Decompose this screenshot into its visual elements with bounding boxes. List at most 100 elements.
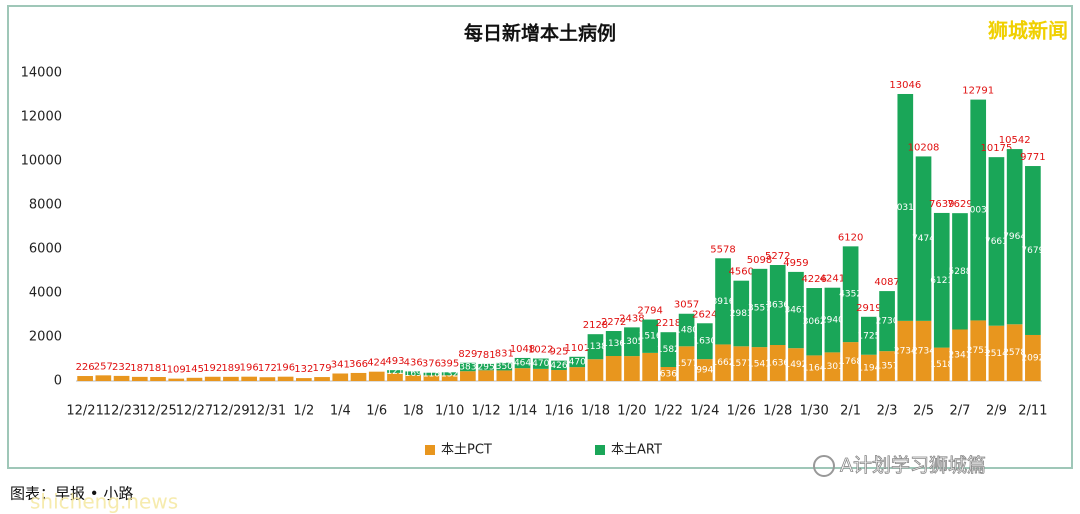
segment-label: 994 (696, 366, 713, 376)
segment-label: 295 (478, 363, 495, 373)
total-label: 1048 (510, 344, 535, 355)
segment-label: 3557 (748, 303, 771, 313)
segment-label: 118 (423, 370, 440, 380)
bar-segment (204, 376, 221, 381)
segment-label: 3467 (784, 306, 807, 316)
bar-segment (696, 323, 713, 360)
bar-segment (551, 360, 567, 371)
segment-label: 2730 (876, 317, 899, 327)
total-label: 257 (94, 361, 113, 372)
total-label: 7639 (929, 199, 954, 210)
total-label: 132 (294, 364, 313, 375)
total-label: 4560 (729, 267, 754, 278)
bar-segment (350, 372, 367, 381)
segment-label: 636 (660, 370, 677, 380)
x-tick-label: 1/26 (727, 404, 756, 419)
segment-label: 132 (441, 369, 458, 379)
total-label: 10175 (981, 143, 1013, 154)
bar-segment (879, 291, 895, 352)
bar-segment (605, 356, 622, 381)
y-tick-label: 6000 (29, 242, 62, 257)
bar-segment (897, 93, 914, 321)
x-tick-label: 1/24 (690, 404, 719, 419)
bar-segment (605, 331, 622, 357)
x-tick-label: 12/29 (212, 404, 249, 419)
total-label: 187 (130, 363, 149, 374)
x-tick-label: 1/28 (763, 404, 792, 419)
bar-segment (624, 356, 640, 381)
segment-label: 1138 (584, 342, 607, 352)
bar-segment (1025, 166, 1041, 335)
bar-segment (423, 375, 440, 381)
chart-title: 每日新增本土病例 (464, 22, 616, 45)
segment-label: 1582 (657, 345, 680, 355)
bar-segment (150, 377, 166, 381)
segment-label: 3636 (766, 301, 789, 311)
total-label: 189 (221, 363, 240, 374)
bar-segment (678, 346, 695, 381)
bar-segment (642, 319, 658, 353)
segment-label: 6121 (930, 276, 953, 286)
segment-label: 383 (459, 362, 476, 372)
bar-segment (587, 334, 604, 360)
bar-segment (441, 372, 458, 376)
bar-segment (295, 378, 312, 381)
segment-label: 1357 (876, 362, 899, 372)
segment-label: 426 (550, 361, 567, 371)
bar-segment (952, 329, 968, 381)
y-tick-label: 10000 (21, 154, 62, 169)
segment-label: 1577 (730, 359, 753, 369)
bar-segment (532, 358, 549, 369)
x-tick-label: 2/9 (986, 404, 1007, 419)
segment-label: 1518 (930, 360, 953, 370)
segment-label: 1492 (784, 360, 807, 370)
total-label: 145 (185, 364, 204, 375)
x-tick-label: 12/27 (176, 404, 213, 419)
segment-label: 1630 (693, 337, 716, 347)
bar-segment (532, 368, 549, 381)
bar-segment (478, 370, 494, 381)
x-tick-label: 12/25 (139, 404, 176, 419)
bar-segment (933, 212, 950, 348)
segment-label: 121 (386, 367, 403, 377)
bar-segment (1025, 334, 1041, 381)
y-tick-label: 14000 (21, 66, 62, 81)
bar-segment (988, 157, 1005, 326)
segment-label: 2983 (730, 309, 753, 319)
bar-segment (77, 376, 93, 381)
bar-segment (460, 362, 476, 372)
y-tick-label: 12000 (21, 110, 62, 125)
total-label: 493 (385, 356, 404, 367)
bar-segment (223, 376, 239, 381)
legend-label: 本土ART (611, 443, 662, 458)
total-label: 1022 (528, 345, 553, 356)
segment-label: 1768 (839, 357, 862, 367)
x-tick-label: 12/21 (66, 404, 103, 419)
bar-segment (1006, 149, 1023, 325)
y-tick-label: 2000 (29, 330, 62, 345)
total-label: 436 (404, 357, 423, 368)
bar-segment (769, 265, 786, 346)
bar-segment (496, 370, 513, 381)
x-tick-label: 1/20 (617, 404, 646, 419)
x-tick-label: 2/1 (840, 404, 861, 419)
bar-segment (678, 313, 695, 347)
total-label: 5578 (710, 244, 735, 255)
bar-segment (842, 246, 859, 343)
total-label: 196 (276, 363, 295, 374)
total-label: 13046 (889, 80, 921, 91)
segment-label: 1301 (821, 362, 844, 372)
segment-label: 10038 (964, 206, 993, 216)
legend-label: 本土PCT (441, 443, 492, 458)
bar-segment (405, 375, 422, 381)
x-tick-label: 1/8 (403, 404, 424, 419)
bar-segment (405, 371, 422, 376)
total-label: 196 (240, 363, 259, 374)
bar-segment (897, 320, 914, 381)
x-tick-label: 12/23 (103, 404, 140, 419)
bar-segment (824, 287, 841, 353)
total-label: 2438 (619, 313, 644, 324)
total-label: 10542 (999, 135, 1031, 146)
total-label: 2919 (856, 303, 881, 314)
